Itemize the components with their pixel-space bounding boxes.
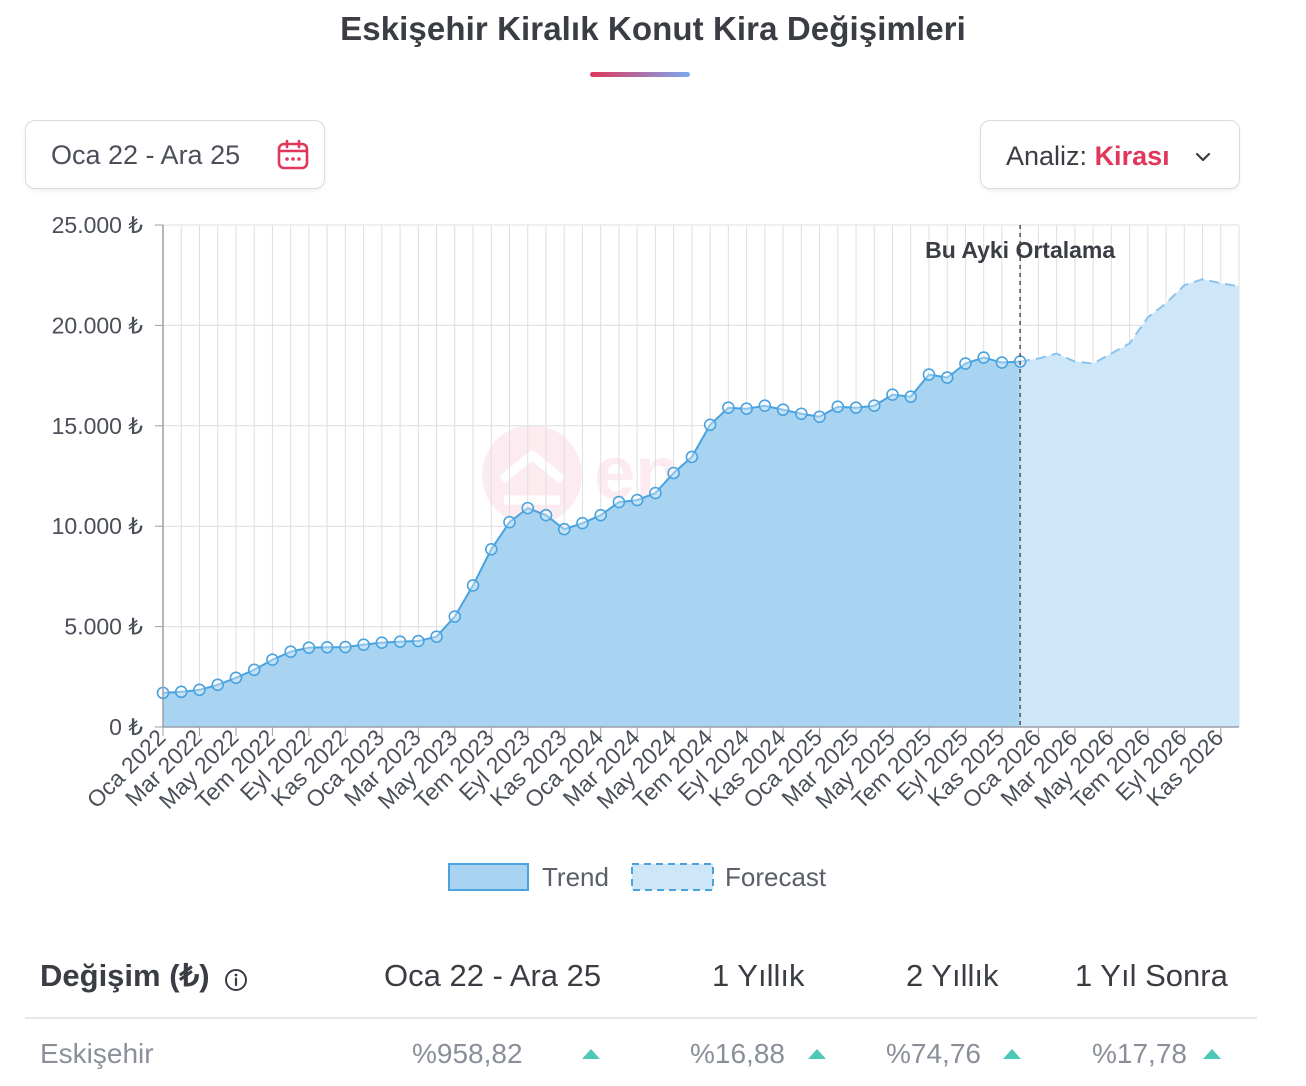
y-tick-label: 25.000 ₺ — [52, 212, 144, 238]
calendar-icon — [277, 139, 309, 176]
info-icon[interactable] — [224, 968, 248, 997]
table-header-range: Oca 22 - Ara 25 — [384, 958, 602, 993]
trend-point — [448, 610, 462, 623]
trend-point — [466, 579, 480, 592]
trend-point — [375, 636, 389, 649]
trend-point — [740, 402, 753, 416]
trend-area — [163, 357, 1021, 727]
trend-point — [266, 653, 279, 667]
trend-point — [412, 634, 425, 648]
trend-point — [649, 486, 662, 500]
trend-point — [174, 685, 188, 699]
trend-point — [722, 401, 735, 415]
trend-point — [339, 640, 352, 654]
table-header-1y: 1 Yıllık — [712, 958, 805, 993]
date-range-picker[interactable]: Oca 22 - Ara 25 — [25, 120, 325, 189]
trend-point — [393, 635, 407, 648]
trend-point — [229, 671, 243, 685]
forecast-area — [1020, 279, 1239, 727]
trend-point — [667, 466, 680, 480]
table-header-next-year: 1 Yıl Sonra — [1075, 958, 1228, 993]
trend-point — [284, 645, 297, 659]
trend-point — [630, 493, 644, 507]
triangle-up-icon — [582, 1049, 600, 1059]
trend-point — [813, 410, 826, 424]
trend-point — [211, 678, 225, 692]
trend-point — [576, 516, 589, 530]
table-header-2y: 2 Yıllık — [906, 958, 999, 993]
triangle-up-icon — [1003, 1049, 1021, 1059]
trend-point — [612, 495, 626, 509]
y-tick-label: 10.000 ₺ — [52, 513, 144, 539]
analysis-label: Analiz: Kirası — [1006, 141, 1170, 171]
trend-point — [886, 388, 899, 401]
y-tick-label: 0 ₺ — [109, 714, 143, 740]
y-tick-label: 20.000 ₺ — [52, 312, 144, 338]
legend-forecast-swatch[interactable] — [631, 862, 715, 892]
trend-point — [557, 522, 571, 536]
trend-point — [904, 390, 918, 403]
trend-point — [247, 663, 261, 677]
trend-point — [776, 403, 790, 417]
table-divider — [25, 1017, 1257, 1019]
forecast-line — [1019, 278, 1240, 365]
trend-point — [867, 399, 881, 413]
trend-point — [758, 399, 772, 413]
trend-point — [503, 515, 516, 529]
legend-trend-label[interactable]: Trend — [542, 862, 609, 892]
trend-point — [831, 400, 845, 414]
y-tick-label: 15.000 ₺ — [52, 413, 144, 439]
trend-point — [302, 641, 316, 654]
chevron-down-icon — [1195, 150, 1211, 168]
current-month-label: Bu Ayki Ortalama — [925, 237, 1115, 263]
trend-point — [521, 501, 535, 515]
y-tick-label: 5.000 ₺ — [64, 614, 143, 640]
date-range-label: Oca 22 - Ara 25 — [51, 140, 241, 170]
table-cell-city: Eskişehir — [40, 1038, 154, 1069]
trend-point — [320, 640, 334, 654]
table-cell-next-year-change: %17,78 — [1092, 1038, 1187, 1069]
trend-point — [922, 368, 936, 381]
trend-point — [977, 351, 990, 364]
trend-point — [703, 418, 717, 432]
trend-point — [685, 450, 699, 464]
legend-trend-swatch[interactable] — [448, 862, 530, 892]
trend-line — [162, 356, 1021, 694]
analysis-value: Kirası — [1094, 141, 1170, 171]
trend-point — [940, 371, 954, 384]
title-underline — [590, 72, 690, 77]
table-cell-2y-change: %74,76 — [886, 1038, 981, 1069]
trend-point — [594, 508, 607, 522]
legend-forecast-label[interactable]: Forecast — [725, 862, 827, 892]
triangle-up-icon — [808, 1049, 826, 1059]
trend-point — [849, 401, 863, 415]
page-title: Eskişehir Kiralık Konut Kira Değişimleri — [340, 10, 966, 47]
analysis-dropdown[interactable]: Analiz: Kirası — [980, 120, 1240, 189]
table-header-change: Değişim (₺) — [40, 958, 210, 993]
trend-point — [193, 683, 206, 697]
trend-point — [795, 407, 808, 421]
table-cell-range-change: %958,82 — [412, 1038, 523, 1069]
trend-point — [484, 542, 498, 556]
trend-point — [430, 630, 443, 643]
table-cell-1y-change: %16,88 — [690, 1038, 785, 1069]
rent-chart: endeksa Bu Ayki Ortalama 0 ₺5.000 ₺10.00… — [52, 212, 1240, 814]
trend-point — [539, 508, 553, 522]
trend-point — [959, 357, 972, 370]
trend-point — [995, 356, 1009, 369]
triangle-up-icon — [1203, 1049, 1221, 1059]
trend-point — [357, 638, 370, 651]
